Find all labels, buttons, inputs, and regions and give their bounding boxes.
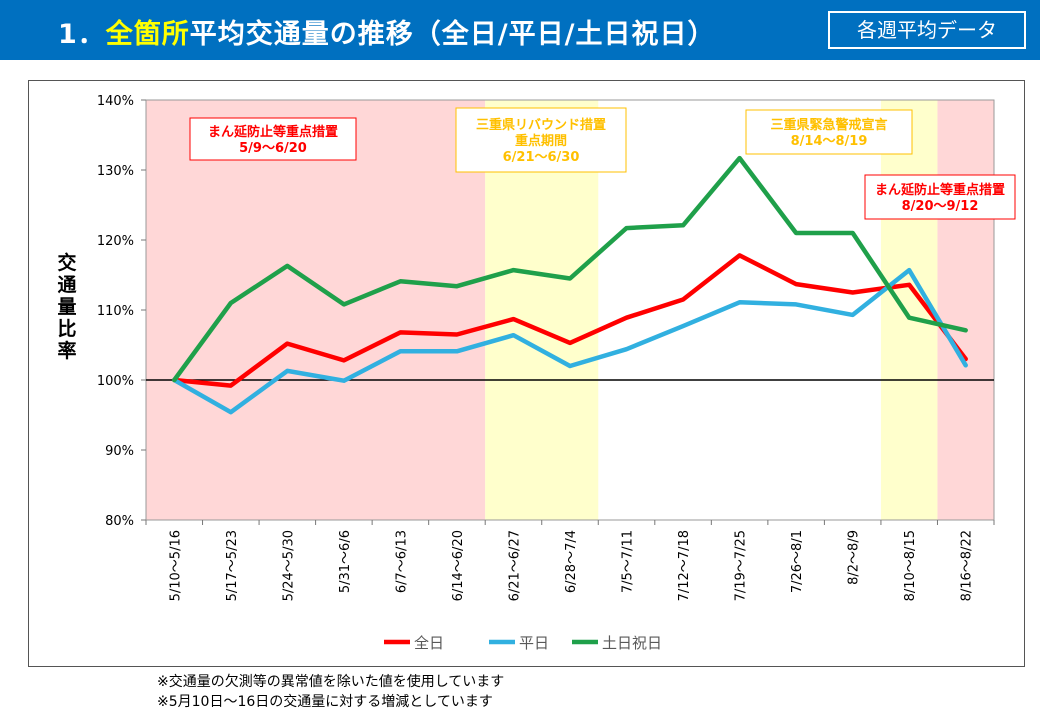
page-title: 1．全箇所平均交通量の推移（全日/平日/土日祝日）: [58, 12, 716, 51]
annotation-text: 5/9～6/20: [239, 141, 307, 156]
x-tick-label: 8/16～8/22: [960, 530, 975, 601]
band-3: [937, 100, 994, 520]
y-tick-label: 90%: [105, 444, 134, 459]
legend-label: 土日祝日: [602, 634, 662, 652]
annotation-text: まん延防止等重点措置: [875, 182, 1005, 198]
weekly-average-badge: 各週平均データ: [828, 11, 1026, 49]
band-0: [146, 100, 486, 520]
annotation-text: まん延防止等重点措置: [208, 124, 338, 140]
y-tick-label: 80%: [105, 514, 134, 529]
annotation-box-3: [745, 109, 913, 155]
annotation-text: 6/21～6/30: [503, 150, 580, 165]
header-bar: 1．全箇所平均交通量の推移（全日/平日/土日祝日） 各週平均データ: [0, 0, 1040, 60]
x-tick-label: 6/7～6/13: [394, 530, 409, 593]
y-tick-label: 120%: [97, 234, 134, 249]
x-tick-label: 7/12～7/18: [677, 530, 692, 601]
series-line-2: [172, 267, 968, 415]
y-tick-label: 100%: [97, 374, 134, 389]
x-tick-label: 5/24～5/30: [281, 530, 296, 601]
note-baseline: ※5月10日～16日の交通量に対する増減としています: [157, 694, 493, 710]
annotation-text: 8/20～9/12: [902, 199, 979, 214]
title-prefix: 1．: [58, 19, 106, 50]
x-tick-label: 8/10～8/15: [903, 530, 918, 601]
annotation-text: 三重県緊急警戒宣言: [770, 117, 887, 133]
annotation-text: 8/14～8/19: [791, 134, 868, 149]
y-axis-label-char: 交: [57, 251, 76, 274]
annotation-text: 三重県リバウンド措置: [476, 117, 606, 133]
y-tick-label: 130%: [97, 164, 134, 179]
annotation-box-2: [455, 107, 627, 173]
x-tick-label: 5/31～6/6: [338, 530, 353, 593]
y-tick-label: 140%: [97, 94, 134, 109]
x-tick-label: 6/28～7/4: [564, 530, 579, 593]
annotation-box-4: [864, 174, 1016, 220]
legend-label: 全日: [414, 634, 444, 652]
x-tick-label: 7/5～7/11: [621, 530, 636, 593]
note-missing-values: ※交通量の欠測等の異常値を除いた値を使用しています: [157, 674, 505, 690]
y-axis-label-char: 量: [57, 296, 76, 318]
chart-frame: 80% 90% 100% 110% 120% 130% 140% 交通量比率 5/10～5/16…: [28, 80, 1025, 667]
annotation-text: 重点期間: [515, 133, 567, 149]
y-axis-label-char: 比: [57, 318, 76, 340]
y-tick-label: 110%: [97, 304, 134, 319]
x-tick-label: 5/10～5/16: [168, 530, 183, 601]
series-line-1: [172, 253, 968, 388]
x-tick-label: 8/2～8/9: [847, 530, 862, 585]
title-highlight: 全箇所: [105, 19, 190, 50]
x-tick-label: 6/14～6/20: [451, 530, 466, 601]
title-suffix: 平均交通量の推移（全日/平日/土日祝日）: [189, 19, 716, 50]
y-axis-label-char: 率: [57, 339, 76, 362]
y-axis-label-char: 通: [57, 274, 77, 296]
annotation-box-1: [189, 117, 357, 161]
x-tick-label: 7/19～7/25: [734, 530, 749, 601]
x-tick-label: 6/21～6/27: [507, 530, 522, 601]
x-tick-label: 5/17～5/23: [225, 530, 240, 601]
legend-label: 平日: [519, 634, 549, 652]
x-tick-label: 7/26～8/1: [790, 530, 805, 593]
series-line-3: [172, 155, 968, 383]
